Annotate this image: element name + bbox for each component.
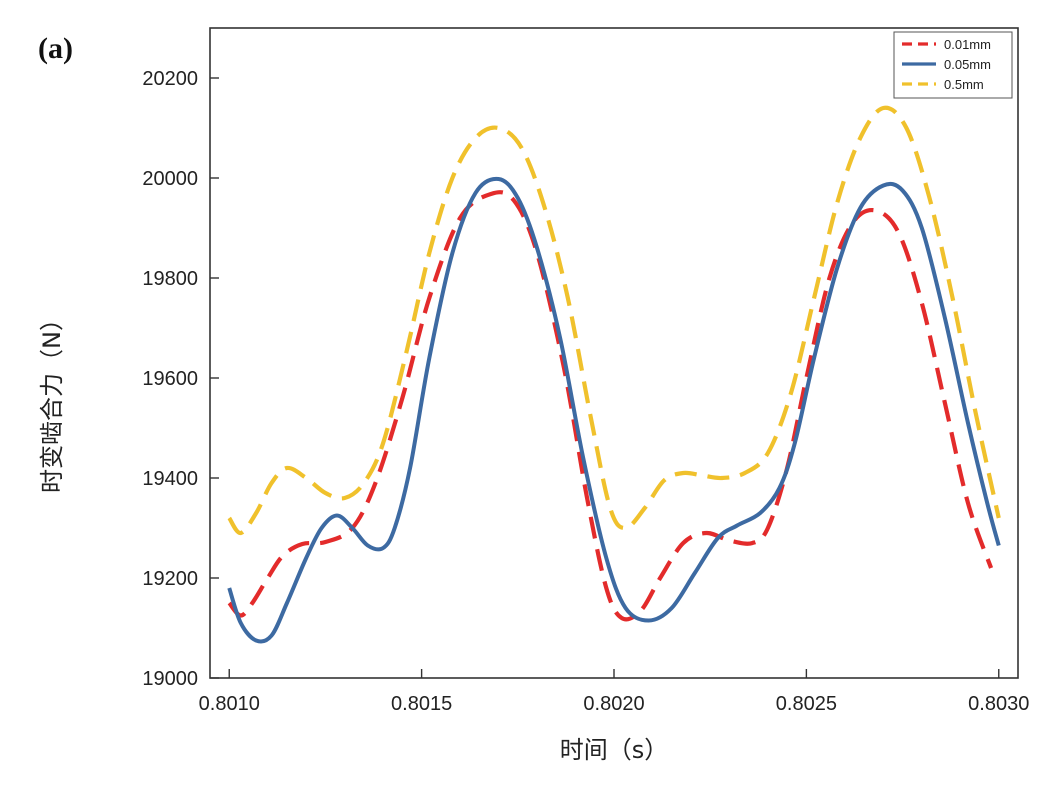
legend-label: 0.01mm [944, 37, 991, 52]
x-tick-label: 0.8015 [391, 693, 452, 715]
y-axis: 19000 19200 19400 19600 19800 20000 20200 [142, 68, 219, 690]
legend-label: 0.5mm [944, 77, 984, 92]
x-axis-title: 时间（s） [560, 736, 669, 764]
y-tick-label: 20000 [142, 168, 198, 190]
x-tick-label: 0.8025 [776, 693, 837, 715]
series-line-0-5mm [227, 105, 1001, 536]
x-tick-label: 0.8010 [199, 693, 260, 715]
x-axis: 0.8010 0.8015 0.8020 0.8025 0.8030 [199, 669, 1029, 715]
y-tick-label: 19800 [142, 268, 198, 290]
y-tick-label: 19000 [142, 668, 198, 690]
y-tick-label: 19400 [142, 468, 198, 490]
x-tick-label: 0.8020 [583, 693, 644, 715]
y-tick-label: 19600 [142, 368, 198, 390]
panel-label: (a) [38, 32, 73, 65]
x-tick-label: 0.8030 [968, 693, 1029, 715]
legend-label: 0.05mm [944, 57, 991, 72]
y-axis-title: 时变啮合力（N） [38, 307, 66, 493]
series-line-0-05mm [227, 176, 1001, 644]
series-layer [227, 105, 1001, 644]
series-line-0-01mm [227, 190, 994, 622]
y-tick-label: 20200 [142, 68, 198, 90]
legend: 0.01mm 0.05mm 0.5mm [893, 31, 1013, 99]
y-tick-label: 19200 [142, 568, 198, 590]
